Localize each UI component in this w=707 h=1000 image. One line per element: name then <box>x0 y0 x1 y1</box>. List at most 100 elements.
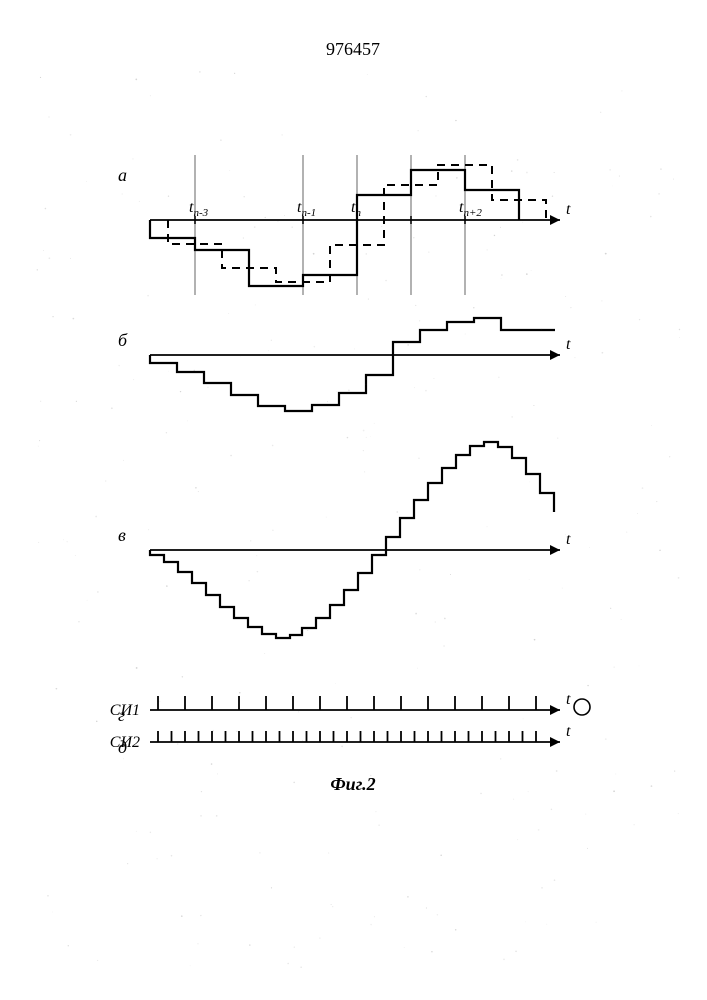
scan-noise <box>565 296 566 297</box>
scan-noise <box>456 177 458 179</box>
scan-noise <box>157 858 158 859</box>
scan-noise <box>367 74 368 75</box>
scan-noise <box>415 612 417 614</box>
scan-noise <box>272 530 273 531</box>
scan-noise <box>198 491 199 492</box>
scan-noise <box>407 344 409 346</box>
scan-noise <box>73 318 75 320</box>
scan-noise <box>118 365 119 366</box>
scan-noise <box>455 929 457 931</box>
scan-noise <box>243 237 244 238</box>
scan-noise <box>212 730 214 732</box>
scan-noise <box>614 667 615 668</box>
scan-noise <box>331 904 332 905</box>
scan-noise <box>517 839 518 840</box>
scan-noise <box>150 832 151 833</box>
scan-noise <box>271 887 272 888</box>
scan-noise <box>374 916 375 917</box>
scan-noise <box>498 377 499 378</box>
scan-noise <box>200 915 201 916</box>
scan-noise <box>610 169 611 170</box>
scan-noise <box>122 193 123 194</box>
scan-noise <box>105 480 106 481</box>
scan-noise <box>38 542 39 543</box>
scan-noise <box>431 951 432 952</box>
scan-noise <box>523 718 524 719</box>
scan-noise <box>187 420 188 421</box>
scan-noise <box>651 425 652 426</box>
scan-noise <box>433 378 434 379</box>
scan-noise <box>287 963 289 965</box>
scan-noise <box>148 529 149 530</box>
scan-noise <box>195 487 197 489</box>
scan-noise <box>199 71 201 73</box>
scan-noise <box>587 685 588 686</box>
scan-noise <box>378 824 379 825</box>
scan-noise <box>256 555 257 556</box>
scan-noise <box>450 574 451 575</box>
scan-noise <box>139 201 140 202</box>
scan-noise <box>335 683 336 684</box>
scan-noise <box>601 300 602 301</box>
scan-noise <box>501 274 502 275</box>
scan-noise <box>318 402 319 403</box>
scan-noise <box>554 172 555 173</box>
scan-noise <box>271 340 272 341</box>
scan-noise <box>166 432 167 433</box>
scan-noise <box>45 208 47 210</box>
scan-noise <box>619 175 620 176</box>
panel-label: в <box>118 525 126 545</box>
scan-noise <box>522 222 523 223</box>
scan-noise <box>605 253 607 255</box>
scan-noise <box>259 852 260 853</box>
scan-noise <box>216 815 218 817</box>
scan-noise <box>428 252 429 253</box>
scan-noise <box>147 295 149 297</box>
scan-noise <box>123 758 124 759</box>
signal-label-si2: СИ2 <box>110 734 140 751</box>
scan-noise <box>52 316 53 317</box>
scan-noise <box>40 77 41 78</box>
scan-noise <box>337 391 338 392</box>
scan-noise <box>465 334 466 335</box>
scan-noise <box>651 785 653 787</box>
scan-noise <box>435 195 436 196</box>
scan-noise <box>135 78 137 80</box>
scan-noise <box>240 355 241 356</box>
scan-noise <box>123 460 124 461</box>
axis-label-t: t <box>566 336 571 353</box>
scan-noise <box>168 371 169 372</box>
axis-label-t: t <box>566 201 571 218</box>
scan-noise <box>314 346 316 348</box>
scan-noise <box>37 269 38 270</box>
scan-noise <box>265 217 266 218</box>
scan-noise <box>374 423 375 424</box>
scan-noise <box>307 630 308 631</box>
scan-noise <box>426 96 427 97</box>
scan-noise <box>443 645 445 647</box>
scan-noise <box>600 112 601 113</box>
scan-noise <box>294 946 295 947</box>
scan-noise <box>95 516 97 518</box>
scan-noise <box>366 437 367 438</box>
scan-noise <box>40 401 41 402</box>
scan-noise <box>528 791 529 792</box>
scan-noise <box>526 273 528 275</box>
scan-noise <box>511 416 513 418</box>
scan-noise <box>150 95 151 96</box>
scan-noise <box>417 668 418 669</box>
scan-noise <box>551 809 552 810</box>
scan-noise <box>455 120 456 121</box>
scan-noise <box>47 895 48 896</box>
scan-noise <box>639 319 640 320</box>
scan-noise <box>556 770 558 772</box>
scan-noise <box>254 226 255 227</box>
scan-noise <box>513 799 514 800</box>
scan-noise <box>659 550 660 551</box>
scan-noise <box>182 676 183 677</box>
figure-caption: Фиг.2 <box>330 774 375 794</box>
scan-noise <box>97 960 98 961</box>
scan-noise <box>418 130 419 131</box>
scan-noise <box>38 446 39 447</box>
scan-noise <box>656 501 657 502</box>
